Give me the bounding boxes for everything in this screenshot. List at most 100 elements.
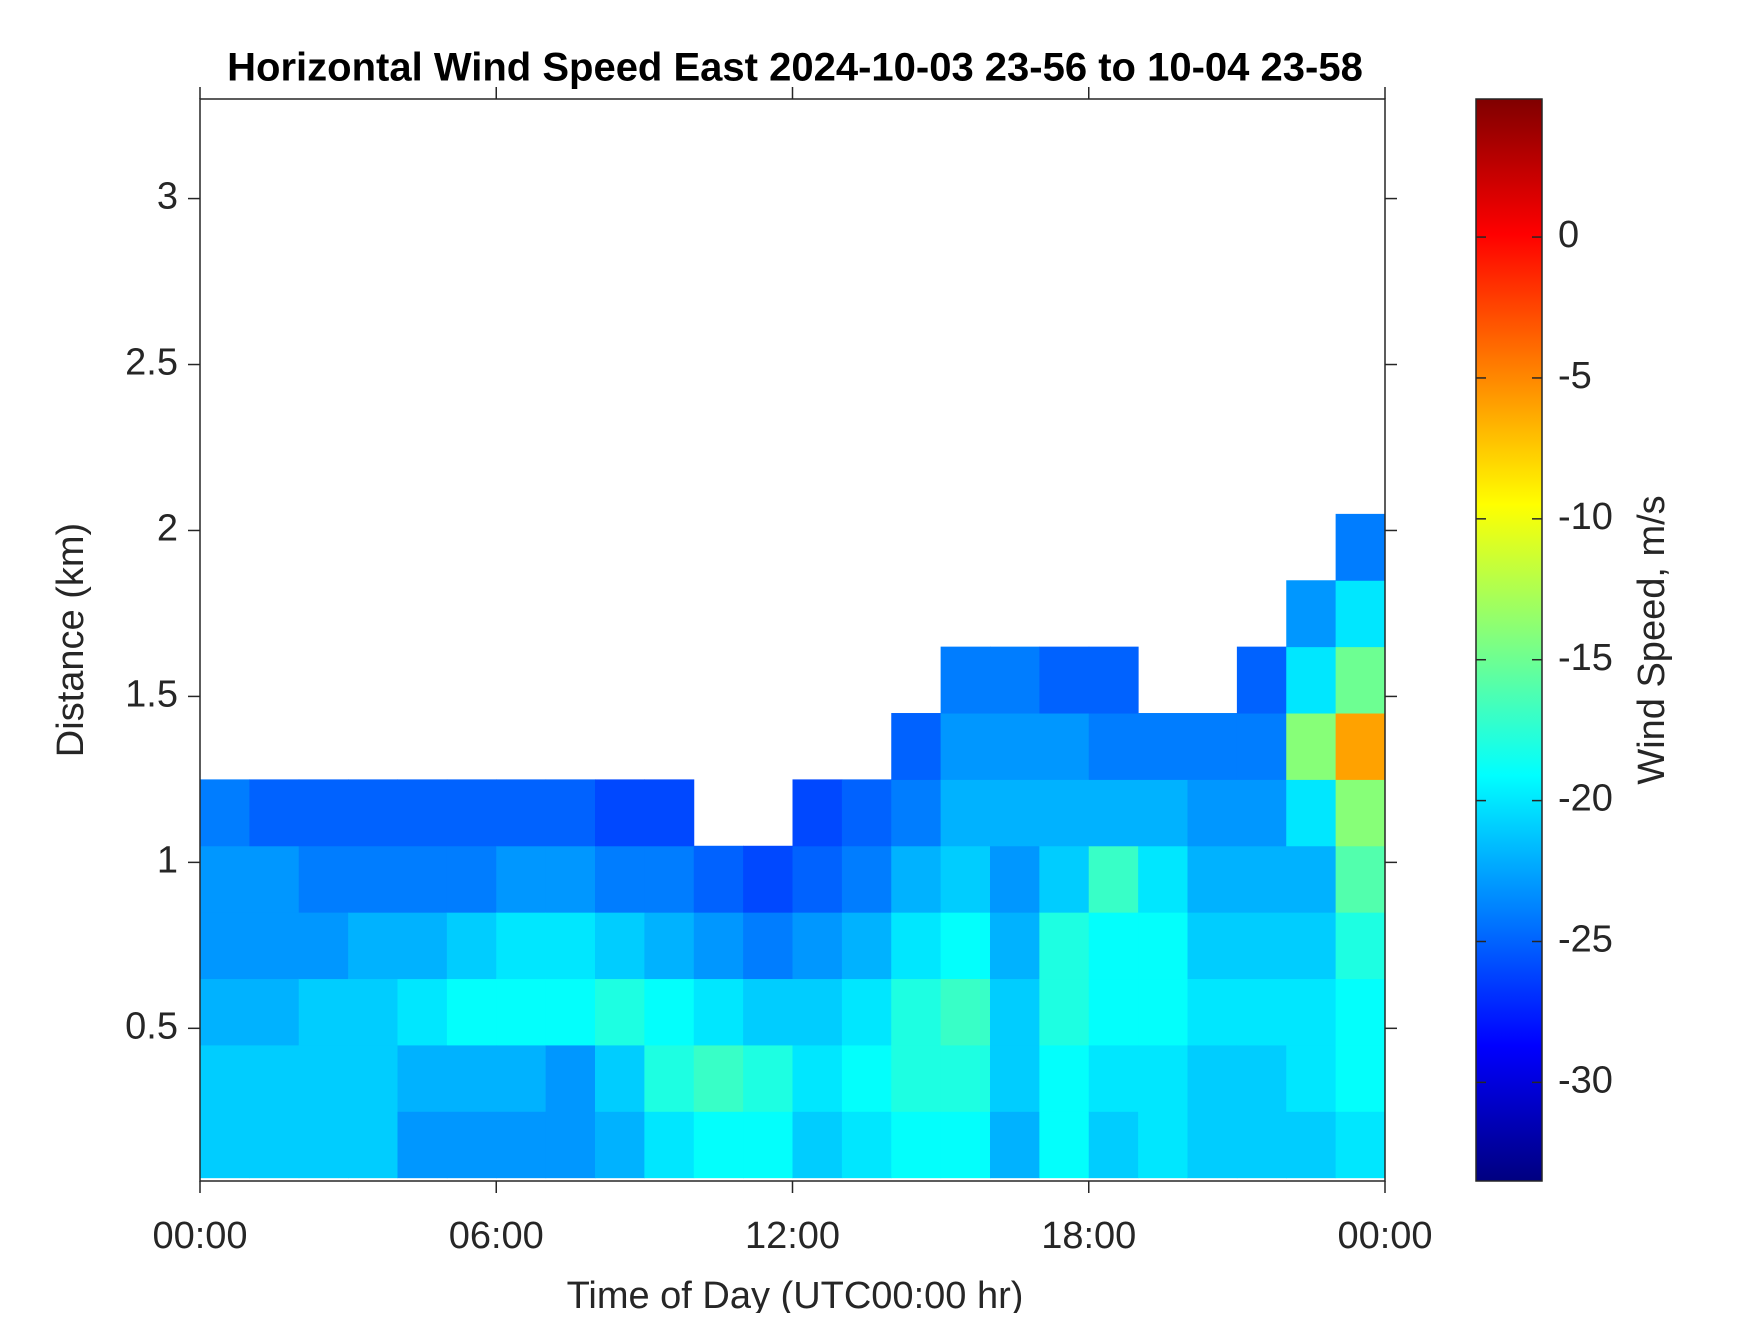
heatmap-cell: [940, 646, 991, 714]
heatmap-cell: [397, 1111, 448, 1179]
heatmap-cell: [348, 912, 398, 980]
colorbar-label: Wind Speed, m/s: [1631, 495, 1673, 784]
heatmap-cell: [743, 912, 793, 980]
heatmap-cell: [1039, 912, 1090, 980]
x-tick-label: 06:00: [449, 1215, 544, 1257]
heatmap-cell: [693, 1111, 744, 1179]
y-tick-label: 1.5: [125, 673, 178, 715]
heatmap-cell: [1039, 646, 1090, 714]
heatmap-cell: [545, 912, 596, 980]
heatmap-cell: [1335, 978, 1386, 1046]
heatmap-cell: [841, 1111, 892, 1179]
heatmap-cell: [891, 912, 942, 980]
heatmap-cell: [1236, 845, 1287, 913]
heatmap-cell: [1236, 713, 1287, 780]
heatmap-cell: [1088, 1044, 1139, 1112]
heatmap-cell: [644, 1111, 695, 1179]
heatmap-cell: [348, 1111, 398, 1179]
heatmap-cell: [298, 1044, 349, 1112]
heatmap-cell: [298, 1111, 349, 1179]
heatmap-cell: [1088, 646, 1139, 714]
y-tick-label: 3: [157, 176, 178, 218]
heatmap-cell: [644, 779, 695, 847]
heatmap-cell: [1236, 978, 1287, 1046]
heatmap-cell: [249, 978, 300, 1046]
heatmap-cell: [545, 1044, 596, 1112]
heatmap-cell: [397, 779, 448, 847]
heatmap-cell: [841, 779, 892, 847]
heatmap-cell: [348, 779, 398, 847]
heatmap-cell: [1138, 779, 1188, 847]
heatmap-cell: [792, 912, 843, 980]
heatmap-cell: [1187, 1111, 1238, 1179]
heatmap-cell: [200, 779, 250, 847]
heatmap-cell: [891, 845, 942, 913]
heatmap-cell: [595, 912, 645, 980]
heatmap-cell: [1286, 580, 1337, 648]
heatmap-cell: [1187, 978, 1238, 1046]
heatmap-cell: [298, 978, 349, 1046]
heatmap-cell: [841, 845, 892, 913]
heatmap-cell: [1039, 779, 1090, 847]
heatmap-cell: [1335, 845, 1386, 913]
heatmap-cell: [940, 1111, 991, 1179]
heatmap-cell: [990, 1111, 1040, 1179]
heatmap-cell: [693, 912, 744, 980]
heatmap-cell: [397, 1044, 448, 1112]
heatmap-cell: [940, 912, 991, 980]
heatmap-cell: [1335, 912, 1386, 980]
heatmap-cell: [792, 1111, 843, 1179]
heatmap-cell: [743, 1111, 793, 1179]
heatmap-cell: [1286, 713, 1337, 780]
heatmap-cell: [1138, 1111, 1188, 1179]
heatmap-cell: [940, 779, 991, 847]
heatmap-cell: [990, 713, 1040, 780]
colorbar-tick-label: -20: [1558, 778, 1613, 820]
heatmap-cell: [1236, 1044, 1287, 1112]
heatmap: [200, 513, 1386, 1179]
heatmap-cell: [1286, 646, 1337, 714]
heatmap-cell: [1088, 1111, 1139, 1179]
heatmap-cell: [1088, 978, 1139, 1046]
heatmap-cell: [348, 978, 398, 1046]
x-tick-label: 12:00: [745, 1215, 840, 1257]
heatmap-cell: [1335, 646, 1386, 714]
heatmap-cell: [249, 779, 300, 847]
heatmap-cell: [1187, 912, 1238, 980]
heatmap-cell: [595, 1111, 645, 1179]
heatmap-cell: [1088, 912, 1139, 980]
heatmap-cell: [990, 1044, 1040, 1112]
heatmap-cell: [1236, 646, 1287, 714]
heatmap-cell: [200, 1111, 250, 1179]
heatmap-cell: [1335, 580, 1386, 648]
heatmap-cell: [200, 1044, 250, 1112]
heatmap-cell: [200, 845, 250, 913]
heatmap-cell: [348, 1044, 398, 1112]
heatmap-cell: [792, 845, 843, 913]
heatmap-cell: [743, 1044, 793, 1112]
heatmap-cell: [249, 1044, 300, 1112]
heatmap-cell: [446, 1044, 497, 1112]
heatmap-cell: [990, 845, 1040, 913]
heatmap-cell: [1236, 1111, 1287, 1179]
heatmap-cell: [990, 978, 1040, 1046]
heatmap-cell: [1335, 1044, 1386, 1112]
heatmap-cell: [1286, 912, 1337, 980]
heatmap-cell: [1187, 779, 1238, 847]
heatmap-cell: [1039, 713, 1090, 780]
heatmap-cell: [595, 1044, 645, 1112]
heatmap-cell: [940, 713, 991, 780]
heatmap-cell: [1039, 978, 1090, 1046]
heatmap-cell: [1286, 1111, 1337, 1179]
heatmap-cell: [1286, 779, 1337, 847]
heatmap-cell: [693, 978, 744, 1046]
heatmap-cell: [1088, 845, 1139, 913]
heatmap-cell: [891, 779, 942, 847]
heatmap-cell: [1335, 1111, 1386, 1179]
heatmap-cell: [1335, 713, 1386, 780]
heatmap-cell: [891, 1111, 942, 1179]
heatmap-cell: [1187, 845, 1238, 913]
heatmap-cell: [1286, 1044, 1337, 1112]
heatmap-cell: [990, 646, 1040, 714]
y-tick-label: 0.5: [125, 1005, 178, 1047]
